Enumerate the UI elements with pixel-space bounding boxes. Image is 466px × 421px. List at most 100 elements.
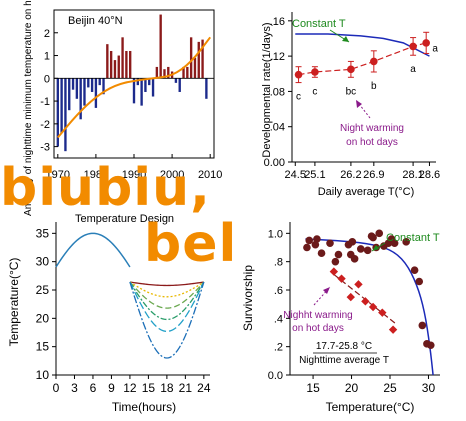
nighttime-average-label: Nighttime average T [299,355,389,366]
x-tick-label: 21 [179,381,193,395]
nighttime-temperature-curve [129,281,205,298]
x-tick-label: 1980 [84,169,108,181]
constant-t-point [375,229,384,238]
nighttime-temperature-curve [129,281,205,309]
anomaly-bar [79,78,82,120]
panel-d-ylabel: Survivorship [241,265,255,331]
anomaly-bar [106,44,109,79]
y-tick-label: .04 [270,122,285,134]
anomaly-bar [144,78,147,92]
significance-label: a [410,64,416,75]
panel-c-xlabel: Time(hours) [112,400,176,414]
constant-t-point [363,246,372,255]
x-tick-label: 26.2 [340,169,361,181]
night-warming-point [346,292,355,302]
y-tick-label: .8 [274,257,283,269]
anomaly-bar [197,41,200,79]
constant-t-point [410,266,419,274]
anomaly-bar [113,60,117,79]
anomaly-bar [163,69,166,79]
significance-label: c [296,92,301,103]
panel-a-title: Beijin 40°N [68,15,123,27]
trend-line [57,36,212,139]
anomaly-bar [155,66,159,79]
survivorship-night-annotation-line2: on hot days [292,323,344,334]
x-tick-label: 2000 [160,169,184,181]
anomaly-bar [87,78,90,88]
y-tick-label: 10 [36,368,50,382]
anomaly-bar [201,39,204,79]
y-tick-label: .16 [270,16,285,28]
anomaly-bar [140,78,143,106]
constant-t-annotation: Constant T [292,18,346,30]
panel-temperature-design-chart: Temperature Design Temperature(°C) Time(… [7,213,211,414]
panel-b-xlabel: Daily average T(°C) [318,186,415,198]
y-tick-label: .6 [274,285,283,297]
x-tick-label: 1970 [46,169,70,181]
x-tick-label: 24 [197,381,211,395]
y-tick-label: 0 [44,73,50,85]
constant-t-point [313,235,321,243]
anomaly-bar [182,66,185,79]
nighttime-range-label: 17.7-25.8 °C [316,341,372,352]
y-tick-label: 30 [36,255,50,269]
anomaly-bar [186,66,189,79]
rate-point [409,42,417,51]
x-tick-label: 25.1 [304,169,325,181]
constant-t-point [331,257,340,266]
night-warming-point [337,274,346,283]
anomaly-bar [102,78,105,95]
night-warming-annotation-line1: Night warming [340,123,404,134]
constant-t-point [418,321,427,330]
survivorship-constant-arrowhead [372,245,379,251]
y-tick-label: -2 [40,119,50,131]
y-tick-label: 35 [36,226,50,240]
anomaly-bar [205,78,208,99]
night-warming-point [354,280,363,289]
x-tick-label: 28.6 [419,169,440,181]
anomaly-bar [121,37,124,79]
rate-point [347,65,355,74]
y-tick-label: 2 [44,28,50,40]
anomaly-bar [136,78,139,86]
x-tick-label: 30 [422,381,436,395]
significance-label: c [312,86,317,97]
anomaly-bar [159,14,162,79]
night-warming-point [329,267,339,276]
panel-d-xlabel: Temperature(°C) [326,400,415,414]
significance-label: b [371,81,377,92]
rate-point [370,57,378,66]
rate-point [294,70,303,79]
constant-t-point [415,277,424,286]
anomaly-bar [71,78,75,90]
anomaly-bar [109,50,113,79]
night-warming-annotation-line2: on hot days [346,137,398,148]
y-tick-label: .2 [274,342,283,354]
panel-developmental-rate-chart: Developmental rate(1/days) Daily average… [261,12,440,198]
y-tick-label: -3 [40,142,50,154]
constant-t-point [317,249,326,257]
constant-t-point [426,341,435,350]
y-tick-label: 1 [44,51,50,63]
x-tick-label: 6 [90,381,97,395]
constant-t-point [303,243,311,252]
panel-anomaly-chart: Beijin 40°N Anomaly of nighttime minimum… [23,0,222,216]
rate-point [422,39,430,47]
anomaly-bar [75,78,79,99]
y-tick-label: 15 [36,340,50,354]
anomaly-bar [167,66,170,79]
nighttime-temperature-curve [129,281,204,287]
daytime-temperature-curve [55,232,131,268]
y-tick-label: 0.0 [268,370,283,382]
anomaly-bar [117,55,120,79]
night-warming-point [361,297,370,306]
constant-t-point [350,255,359,263]
panel-c-ylabel: Temperature(°C) [7,258,21,347]
x-tick-label: 20 [345,381,359,395]
constant-t-point [356,245,365,253]
constant-t-point [334,250,343,259]
night-warming-point [388,325,398,334]
anomaly-bar [68,78,71,111]
constant-t-point [369,233,377,242]
anomaly-bar [94,78,98,108]
